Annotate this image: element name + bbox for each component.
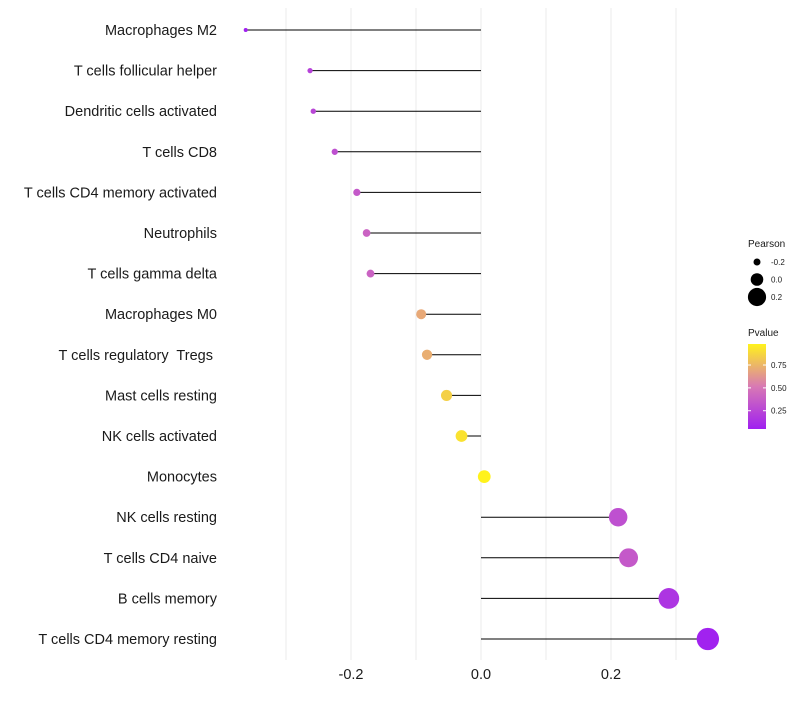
size-legend-label: -0.2: [771, 258, 785, 267]
data-point: [243, 28, 248, 32]
y-axis-label: T cells follicular helper: [74, 64, 217, 80]
data-point: [455, 430, 468, 442]
color-legend-label: 0.25: [771, 407, 787, 416]
y-axis-label: Macrophages M2: [105, 23, 217, 39]
data-point: [353, 188, 361, 197]
y-axis-label: T cells gamma delta: [88, 267, 218, 283]
color-legend-bar: [748, 344, 766, 429]
x-tick-label: -0.2: [339, 667, 364, 683]
y-axis-label: Macrophages M0: [105, 307, 217, 323]
x-axis-ticks: -0.2 0.0 0.2: [339, 667, 622, 683]
y-axis-label: Dendritic cells activated: [65, 104, 217, 120]
data-point: [366, 269, 375, 278]
y-axis-label: T cells CD4 naive: [104, 551, 217, 567]
size-legend-key: [750, 273, 764, 286]
y-axis-label: Mast cells resting: [105, 388, 217, 404]
y-axis-label: B cells memory: [118, 591, 218, 607]
data-point: [440, 389, 453, 401]
y-axis-label: Monocytes: [147, 470, 217, 486]
data-point: [696, 627, 720, 651]
data-point: [307, 67, 313, 74]
size-legend-label: 0.2: [771, 293, 783, 302]
point-layer: [243, 28, 720, 651]
data-point: [477, 470, 491, 483]
size-legend-key: [753, 258, 761, 266]
size-legend-title: Pearson: [748, 239, 785, 250]
color-legend-label: 0.50: [771, 384, 787, 393]
size-legend-label: 0.0: [771, 276, 783, 285]
y-axis-label: T cells regulatory Tregs: [59, 348, 218, 364]
color-legend-label: 0.75: [771, 361, 787, 370]
data-point: [421, 349, 433, 360]
size-legend-items: -0.2 0.0 0.2: [747, 258, 785, 307]
data-point: [608, 507, 628, 527]
y-axis-label: NK cells activated: [102, 429, 217, 445]
y-axis-label: T cells CD8: [142, 145, 217, 161]
data-point: [362, 229, 371, 237]
grid-layer: [285, 8, 677, 660]
y-axis-label: Neutrophils: [144, 226, 217, 242]
y-axis-label: T cells CD4 memory resting: [38, 632, 217, 648]
x-tick-label: 0.0: [471, 667, 491, 683]
y-axis-label: NK cells resting: [116, 510, 217, 526]
data-point: [416, 309, 427, 320]
color-legend-ticks: 0.25 0.50 0.75: [748, 361, 787, 416]
y-axis-labels: Macrophages M2 T cells follicular helper D…: [24, 23, 218, 648]
color-legend-title: Pvalue: [748, 328, 779, 339]
data-point: [331, 148, 338, 155]
y-axis-label: T cells CD4 memory activated: [24, 185, 217, 201]
stem-layer: [245, 29, 708, 640]
legend: Pearson -0.2 0.0 0.2 Pvalue 0.25 0.50 0.75: [747, 239, 787, 429]
data-point: [619, 548, 639, 568]
x-tick-label: 0.2: [601, 667, 621, 683]
data-point: [310, 108, 316, 114]
data-point: [658, 588, 680, 609]
size-legend-key: [747, 287, 767, 307]
